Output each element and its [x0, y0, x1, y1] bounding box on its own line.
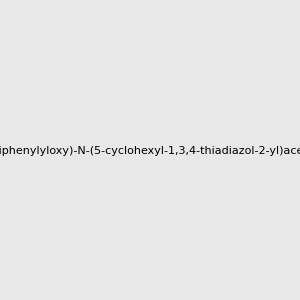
Text: 2-(4-biphenylyloxy)-N-(5-cyclohexyl-1,3,4-thiadiazol-2-yl)acetamide: 2-(4-biphenylyloxy)-N-(5-cyclohexyl-1,3,… [0, 146, 300, 157]
